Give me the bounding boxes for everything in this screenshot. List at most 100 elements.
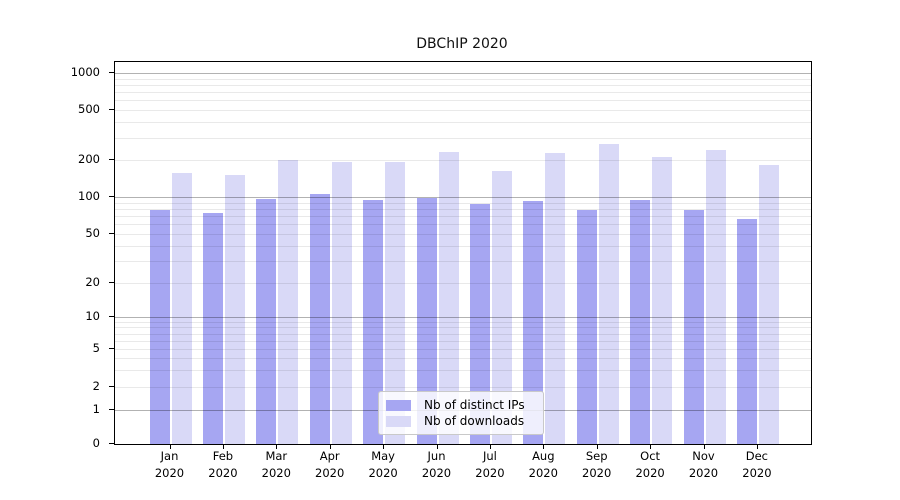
y-tick-label: 50 xyxy=(85,226,100,240)
x-tick-mark xyxy=(489,444,491,449)
legend-item: Nb of distinct IPs xyxy=(386,397,535,413)
bar-downloads xyxy=(278,159,299,444)
y-tick-mark xyxy=(109,196,114,197)
x-tick-label: Jan 2020 xyxy=(154,449,185,480)
x-tick-label: Aug 2020 xyxy=(528,449,558,480)
x-tick-mark xyxy=(703,444,705,449)
gridline-minor xyxy=(115,216,811,217)
x-tick-label: May 2020 xyxy=(368,449,398,480)
bar-distinct-ips xyxy=(736,219,757,444)
x-tick-mark xyxy=(222,444,224,449)
x-tick-label: Dec 2020 xyxy=(742,449,772,480)
gridline-minor xyxy=(115,234,811,235)
y-tick-mark xyxy=(109,316,114,317)
x-tick-label: Nov 2020 xyxy=(688,449,719,480)
x-tick-mark xyxy=(169,444,171,449)
y-tick-mark xyxy=(109,109,114,110)
bar-distinct-ips xyxy=(523,200,544,444)
y-tick-label: 5 xyxy=(92,341,100,355)
gridline-minor xyxy=(115,333,811,335)
gridline-major xyxy=(115,73,811,74)
y-tick-mark xyxy=(109,72,114,73)
gridline-minor xyxy=(115,349,811,350)
gridline-minor xyxy=(115,78,811,80)
y-tick-label: 200 xyxy=(78,151,100,166)
legend-item: Nb of downloads xyxy=(386,413,535,429)
gridline-minor xyxy=(115,122,811,124)
gridline-minor xyxy=(115,327,811,329)
x-tick-mark xyxy=(756,444,758,449)
bar-distinct-ips xyxy=(363,200,384,444)
legend-swatch xyxy=(386,415,411,427)
x-tick-label: Sep 2020 xyxy=(582,449,612,480)
x-tick-label: Jul 2020 xyxy=(475,449,505,480)
gridline-major xyxy=(115,197,811,198)
gridline-minor xyxy=(115,370,811,372)
bar-downloads xyxy=(545,153,566,444)
bar-downloads xyxy=(438,152,459,444)
gridline-minor xyxy=(115,100,811,102)
gridline-minor xyxy=(115,283,811,284)
gridline-minor xyxy=(115,137,811,139)
y-tick-label: 20 xyxy=(85,275,100,289)
x-tick-mark xyxy=(276,444,278,449)
chart-title: DBChIP 2020 xyxy=(416,36,508,52)
gridline-minor xyxy=(115,224,811,226)
bar-downloads xyxy=(705,150,726,444)
bar-downloads xyxy=(652,156,673,444)
y-tick-label: 100 xyxy=(78,189,100,203)
x-tick-mark xyxy=(436,444,438,449)
gridline-minor xyxy=(115,245,811,247)
legend-label: Nb of downloads xyxy=(424,414,525,428)
bar-downloads xyxy=(224,175,245,444)
x-tick-label: Mar 2020 xyxy=(261,449,291,480)
bar-distinct-ips xyxy=(576,209,597,444)
y-tick-mark xyxy=(109,282,114,283)
gridline-major xyxy=(115,317,811,318)
x-tick-mark xyxy=(543,444,545,449)
y-tick-mark xyxy=(109,443,114,444)
bar-distinct-ips xyxy=(202,213,223,444)
bar-downloads xyxy=(331,162,352,444)
y-tick-label: 2 xyxy=(92,379,100,393)
gridline-minor xyxy=(115,387,811,388)
legend-label: Nb of distinct IPs xyxy=(424,398,525,412)
gridline-minor xyxy=(115,202,811,204)
x-tick-label: Jun 2020 xyxy=(421,449,452,480)
plot-area xyxy=(114,61,812,445)
bar-downloads xyxy=(758,164,779,444)
x-tick-label: Apr 2020 xyxy=(315,449,345,480)
gridline-minor xyxy=(115,159,811,161)
x-tick-label: Oct 2020 xyxy=(635,449,665,480)
gridline-minor xyxy=(115,358,811,360)
legend-swatch xyxy=(386,399,411,411)
x-tick-mark xyxy=(596,444,598,449)
gridline-minor xyxy=(115,92,811,93)
bar-downloads xyxy=(598,144,619,444)
legend: Nb of distinct IPs Nb of downloads xyxy=(378,391,544,435)
y-tick-label: 500 xyxy=(78,102,100,116)
x-tick-mark xyxy=(383,444,385,449)
y-tick-mark xyxy=(109,158,114,160)
gridline-minor xyxy=(115,110,811,111)
y-tick-label: 10 xyxy=(85,309,100,323)
gridline-minor xyxy=(115,208,811,210)
x-tick-label: Feb 2020 xyxy=(208,449,238,480)
bar-downloads xyxy=(385,162,406,444)
bar-distinct-ips xyxy=(256,199,277,444)
bar-distinct-ips xyxy=(416,198,437,444)
x-tick-mark xyxy=(650,444,652,449)
y-tick-mark xyxy=(109,348,114,349)
bar-distinct-ips xyxy=(149,210,170,444)
gridline-minor xyxy=(115,261,811,263)
gridline-minor xyxy=(115,340,811,342)
bar-distinct-ips xyxy=(683,210,704,444)
x-tick-mark xyxy=(329,444,331,449)
bar-downloads xyxy=(491,170,512,444)
bar-distinct-ips xyxy=(469,204,490,444)
bar-distinct-ips xyxy=(630,200,651,444)
y-tick-mark xyxy=(109,386,114,387)
y-tick-label: 0 xyxy=(92,436,100,450)
bar-distinct-ips xyxy=(309,194,330,444)
